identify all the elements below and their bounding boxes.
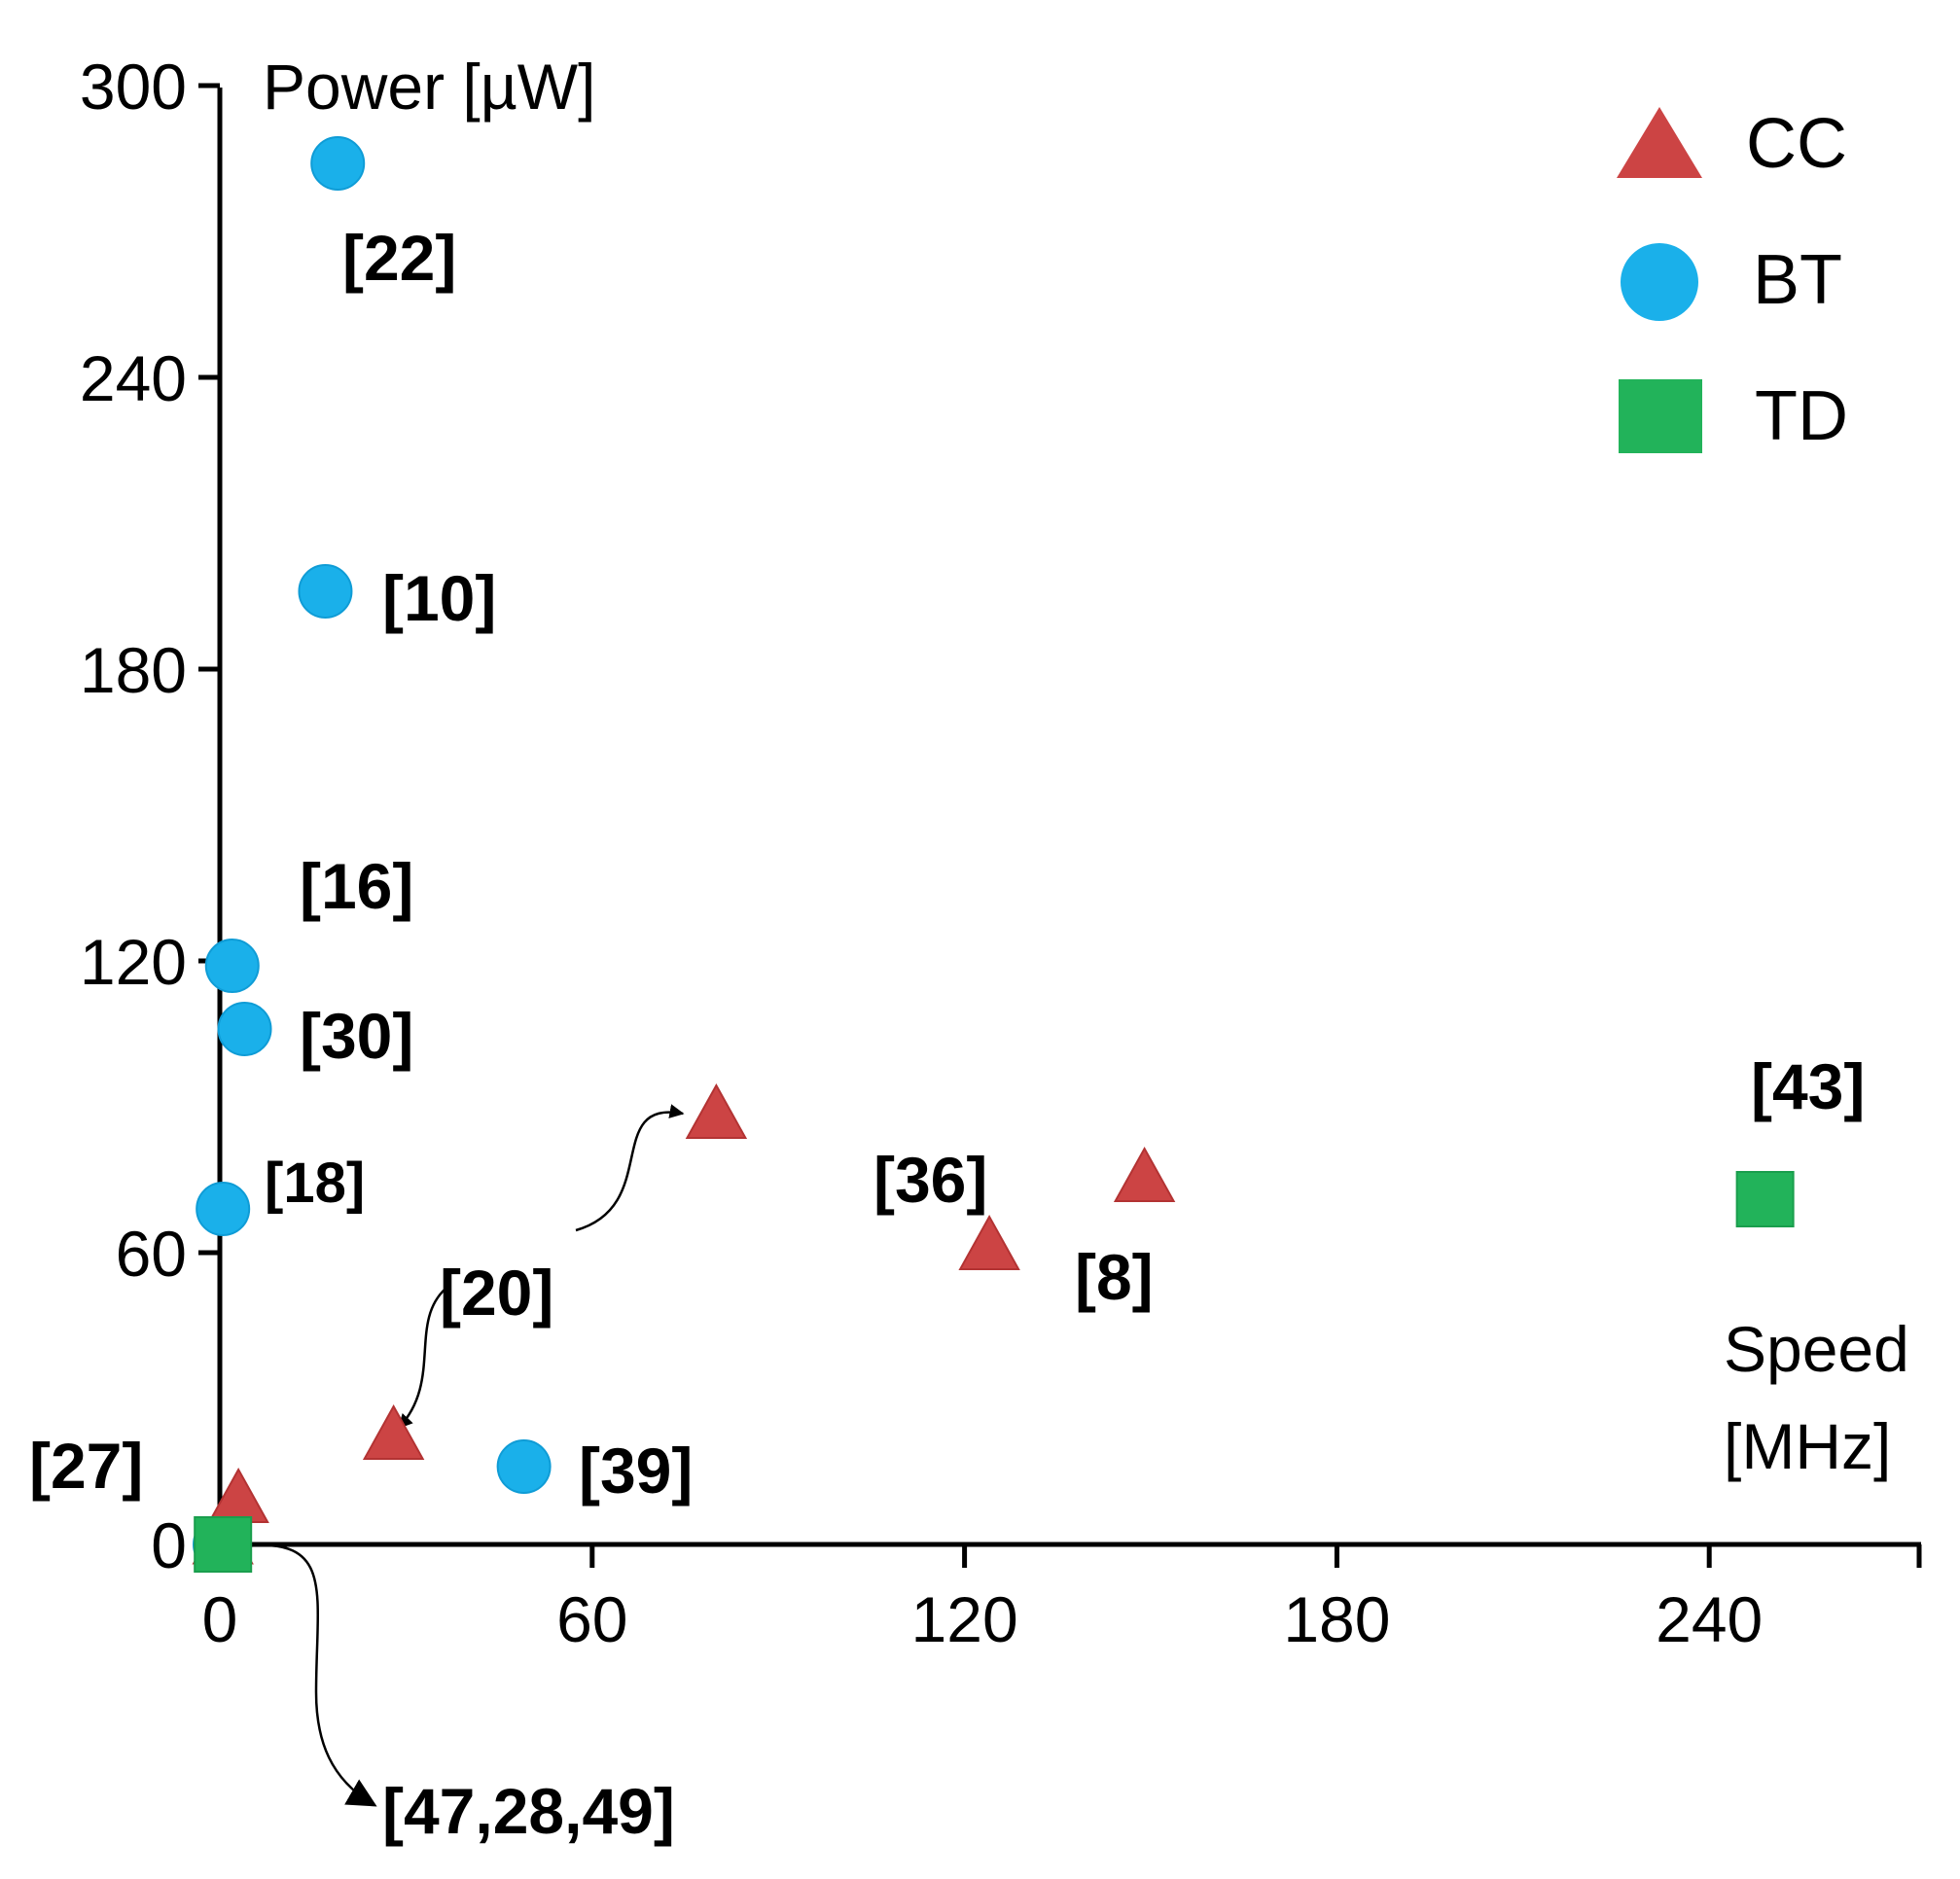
data-point-cc [958, 1214, 1020, 1270]
data-point-bt [298, 564, 353, 619]
data-point-bt [196, 1182, 251, 1236]
annotation-36: [36] [873, 1144, 987, 1216]
annotation-arrow-20-upper [575, 1104, 685, 1232]
x-axis-title-line1: Speed [1724, 1313, 1909, 1385]
y-tick-label: 180 [80, 634, 187, 706]
data-point-cc [362, 1403, 425, 1460]
annotation-18: [18] [265, 1152, 365, 1215]
annotation-arrow-20-lower [397, 1288, 446, 1430]
legend-square-icon [1619, 379, 1702, 453]
data-point-bt [204, 939, 260, 993]
y-tick-label: 240 [80, 342, 187, 414]
x-tick-label: 120 [911, 1583, 1018, 1655]
legend-label-bt: BT [1753, 241, 1842, 319]
data-points [192, 136, 1795, 1573]
legend-triangle-icon [1617, 107, 1702, 178]
legend-circle-icon [1621, 243, 1698, 321]
legend-label-td: TD [1755, 377, 1848, 455]
legend: CC BT TD [1617, 105, 1848, 455]
data-point-bt [310, 136, 366, 191]
x-axis-title-line2: [MHz] [1724, 1410, 1891, 1482]
annotation-43: [43] [1751, 1050, 1865, 1122]
annotation-16: [16] [300, 850, 413, 922]
annotation-8: [8] [1075, 1241, 1154, 1313]
data-point-td [1735, 1171, 1795, 1227]
annotation-arrow-47-28-49 [244, 1543, 377, 1807]
y-tick-label: 0 [151, 1509, 187, 1581]
data-point-td [194, 1516, 253, 1573]
data-point-bt [217, 1002, 272, 1056]
axis-ticks: 0 60 120 180 240 300 0 60 120 180 240 [80, 51, 1922, 1655]
annotation-30: [30] [300, 1000, 413, 1072]
annotation-22: [22] [342, 222, 456, 294]
annotation-10: [10] [382, 562, 496, 634]
annotation-39: [39] [579, 1435, 693, 1507]
y-tick-label: 120 [80, 926, 187, 998]
x-tick-label: 60 [556, 1583, 627, 1655]
data-point-bt [496, 1439, 552, 1494]
y-tick-label: 300 [80, 51, 187, 123]
x-tick-label: 180 [1283, 1583, 1390, 1655]
annotation-27: [27] [29, 1430, 143, 1502]
y-axis-title: Power [µW] [263, 51, 595, 123]
annotation-47-28-49: [47,28,49] [382, 1775, 675, 1847]
legend-label-cc: CC [1746, 105, 1847, 183]
x-tick-label: 0 [202, 1583, 238, 1655]
y-tick-label: 60 [116, 1218, 187, 1290]
x-tick-label: 240 [1656, 1583, 1763, 1655]
data-point-cc [1113, 1146, 1176, 1202]
data-point-cc [685, 1082, 748, 1139]
annotation-20: [20] [440, 1257, 553, 1329]
